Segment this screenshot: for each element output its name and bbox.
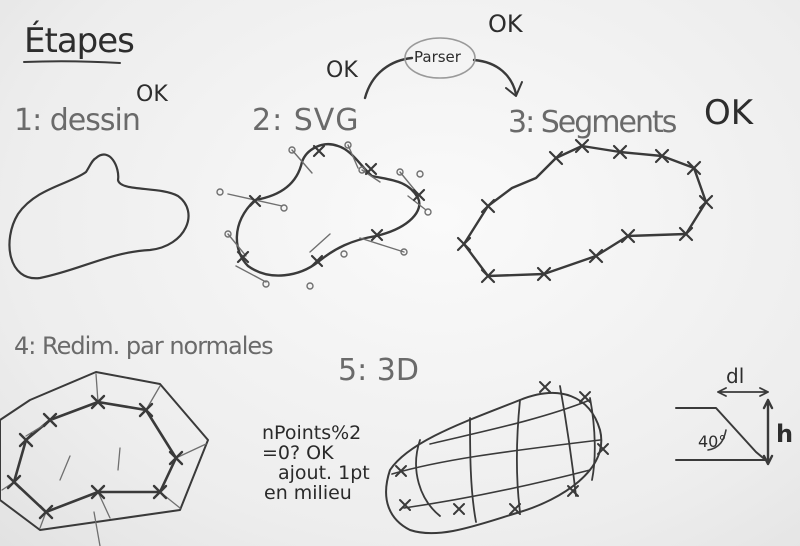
- parser-bubble: [404, 37, 476, 79]
- flow-ok-top: OK: [488, 10, 523, 38]
- note-line1: nPoints%2: [262, 422, 362, 444]
- flow-arrowhead: [505, 81, 523, 97]
- flow-arrow: [363, 56, 518, 100]
- step5-3d-mesh: [385, 381, 609, 535]
- angle-degree-label: 40°: [698, 432, 727, 451]
- angle-dl-label: dl: [726, 364, 745, 388]
- step1-blob: [8, 153, 190, 280]
- step1-status: OK: [136, 82, 168, 107]
- note-line2: =0? OK: [262, 441, 334, 464]
- angle-sketch: [675, 387, 774, 466]
- step3-status: OK: [704, 93, 754, 133]
- step3-label: 3: Segments: [508, 105, 677, 140]
- step4-label: 4: Redim. par normales: [14, 332, 274, 360]
- step4-normals: [0, 371, 209, 546]
- step5-label: 5: 3D: [338, 353, 419, 388]
- angle-h-label: h: [776, 420, 794, 448]
- title-underline: [23, 60, 121, 64]
- midpoint-note: nPoints%2 =0? OK ajout. 1pt en milieu: [262, 422, 370, 504]
- step1-label: 1: dessin: [14, 103, 141, 138]
- flow-ok-left: OK: [326, 58, 358, 83]
- step2-svg-curve: [216, 141, 432, 290]
- page-title: Étapes: [24, 21, 135, 61]
- step2-label: 2: SVG: [252, 103, 360, 138]
- note-line3: ajout. 1pt: [278, 461, 370, 484]
- step3-segments: [456, 138, 714, 284]
- note-line4: en milieu: [264, 481, 352, 504]
- parser-label: Parser: [414, 48, 461, 66]
